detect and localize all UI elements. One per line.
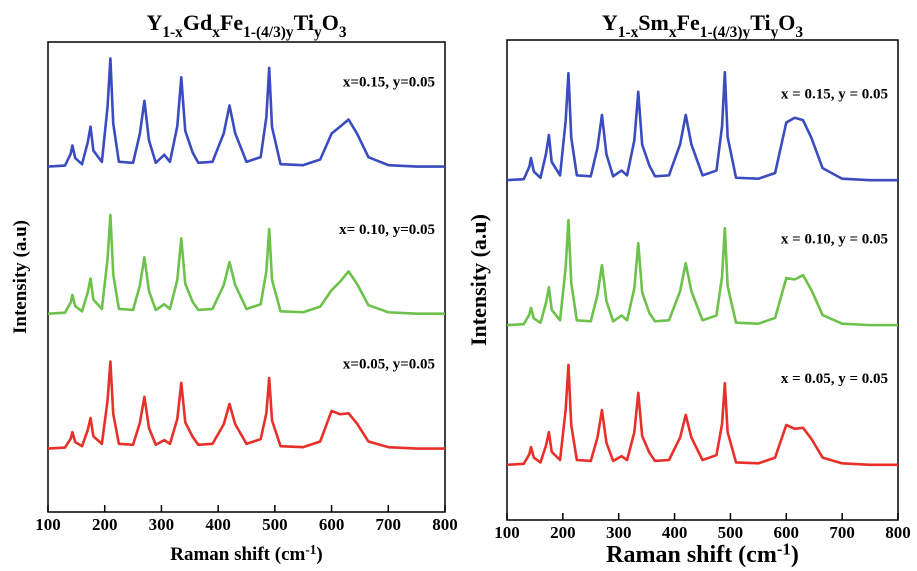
chart-title-part: Ti <box>750 10 770 35</box>
chart-title-part: O <box>322 10 339 35</box>
x-tick-label: 100 <box>35 515 61 534</box>
chart-title-part: Ti <box>294 10 314 35</box>
x-tick-label: 500 <box>718 523 744 542</box>
x-axis-label-part: ) <box>316 544 322 565</box>
x-tick-label: 100 <box>494 523 520 542</box>
series-label: x= 0.10, y=0.05 <box>339 222 435 238</box>
chart-title-part: 1-x <box>618 24 639 41</box>
plot-frame <box>47 41 446 513</box>
chart-title-part: Fe <box>677 10 700 35</box>
spectrum-line <box>506 70 898 182</box>
x-tick-label: 700 <box>376 515 402 534</box>
chart-title-part: Sm <box>638 10 669 35</box>
x-tick-label: 400 <box>662 523 688 542</box>
x-tick-label: 200 <box>92 515 118 534</box>
x-tick-label: 400 <box>205 515 231 534</box>
x-tick-label: 300 <box>606 523 632 542</box>
chart-title-part: 1-(4/3)y <box>700 24 751 41</box>
x-tick-label: 600 <box>774 523 800 542</box>
chart-title-part: y <box>771 24 779 41</box>
y-axis-label: Intensity (a.u) <box>10 220 31 334</box>
chart-title-part: x <box>669 24 677 41</box>
x-axis-label-part: -1 <box>305 542 316 557</box>
chart-title-part: Fe <box>220 10 243 35</box>
x-tick-label: 800 <box>885 523 911 542</box>
chart-title-part: 3 <box>339 24 347 41</box>
chart-panel: Y1-xSmxFe1-(4/3)yTiyO3 100 200 300 400 500 600… <box>466 10 911 568</box>
series-label: x=0.05, y=0.05 <box>343 357 435 373</box>
chart-title-part: 1-x <box>162 24 183 41</box>
x-tick-label: 500 <box>262 515 288 534</box>
x-tick-label: 200 <box>550 523 576 542</box>
chart-title-part: Y <box>146 10 162 35</box>
y-axis-label: Intensity (a.u) <box>466 214 491 346</box>
x-axis-label-part: -1 <box>777 539 791 558</box>
series-label: x=0.15, y=0.05 <box>343 75 435 91</box>
spectrum-line <box>47 360 445 450</box>
series-label: x = 0.05, y = 0.05 <box>781 371 888 387</box>
x-tick-label: 800 <box>432 515 458 534</box>
chart-title-part: O <box>778 10 795 35</box>
chart-title: Y1-xSmxFe1-(4/3)yTiyO3 <box>602 10 804 41</box>
chart-title-part: 3 <box>795 24 803 41</box>
series-label: x = 0.10, y = 0.05 <box>781 232 888 248</box>
x-tick-label: 600 <box>319 515 345 534</box>
chart-title-part: Y <box>602 10 618 35</box>
spectrum-line <box>506 363 898 467</box>
x-axis-label-part: ) <box>791 542 799 568</box>
x-axis-label-part: Raman shift (cm <box>606 542 777 568</box>
x-axis-label: Raman shift (cm-1) <box>170 542 323 565</box>
x-axis-label-part: Raman shift (cm <box>170 544 305 565</box>
chart-title-part: 1-(4/3)y <box>243 24 294 41</box>
x-axis-label: Raman shift (cm-1) <box>606 539 799 568</box>
chart-title-part: y <box>314 24 322 41</box>
series-label: x = 0.15, y = 0.05 <box>781 87 888 103</box>
chart-panel: Y1-xGdxFe1-(4/3)yTiyO3 100 200 300 400 500 600… <box>10 10 458 565</box>
spectrum-line <box>47 213 445 315</box>
x-tick-label: 700 <box>829 523 855 542</box>
chart-title-part: Gd <box>183 10 212 35</box>
x-tick-label: 300 <box>149 515 175 534</box>
spectrum-line <box>506 218 898 327</box>
chart-title: Y1-xGdxFe1-(4/3)yTiyO3 <box>146 10 346 41</box>
plot-frame <box>506 39 899 521</box>
chart-title-part: x <box>212 24 220 41</box>
spectrum-line <box>47 57 445 168</box>
